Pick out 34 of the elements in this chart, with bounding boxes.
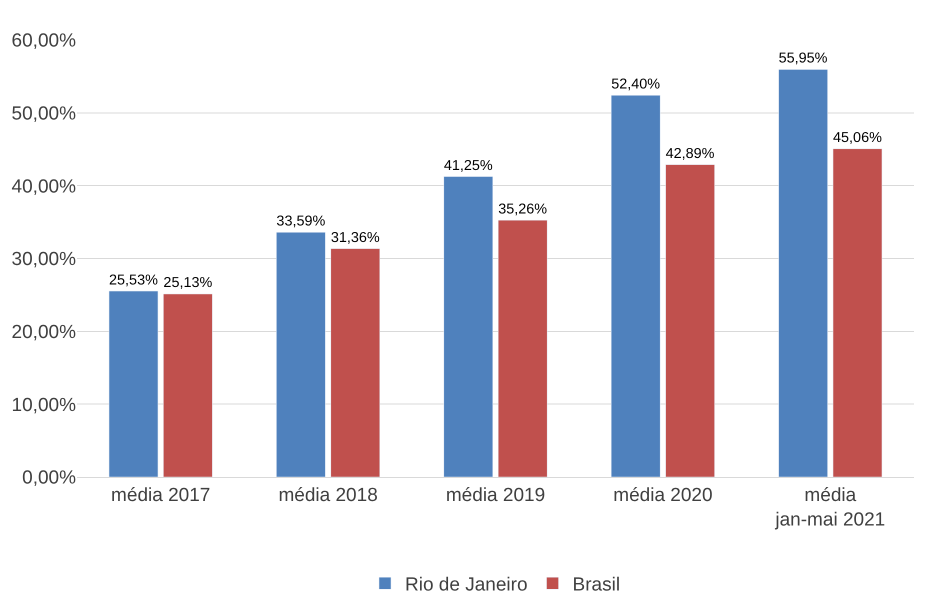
bar <box>832 148 882 477</box>
data-label: 33,59% <box>276 214 326 230</box>
legend-label: Rio de Janeiro <box>405 574 528 596</box>
data-label: 25,53% <box>109 272 158 288</box>
x-tick-label: média jan-mai 2021 <box>774 484 886 530</box>
y-tick-label: 50,00% <box>12 103 76 124</box>
bar <box>330 248 380 477</box>
bar <box>610 95 660 477</box>
data-label: 31,36% <box>330 230 380 246</box>
y-tick-label: 40,00% <box>12 176 76 198</box>
x-tick-label: média 2019 <box>446 484 546 506</box>
x-tick-label: média 2018 <box>278 484 378 506</box>
y-tick-label: 60,00% <box>12 30 76 52</box>
y-tick-label: 10,00% <box>12 394 76 416</box>
data-label: 41,25% <box>444 158 493 174</box>
data-label: 35,26% <box>498 201 548 218</box>
y-tick-label: 0,00% <box>22 468 76 489</box>
legend-label: Brasil <box>572 574 620 596</box>
data-label: 45,06% <box>833 130 882 146</box>
x-tick-label: média 2017 <box>111 484 210 506</box>
y-tick-label: 30,00% <box>12 249 76 270</box>
bar <box>498 220 548 477</box>
data-label: 25,13% <box>163 275 212 292</box>
bar <box>665 164 715 477</box>
bar <box>163 294 213 477</box>
bar <box>444 176 494 477</box>
bar <box>778 69 828 477</box>
bar <box>108 290 158 477</box>
bar <box>276 232 326 477</box>
y-tick-label: 20,00% <box>12 322 76 343</box>
data-label: 55,95% <box>778 50 828 67</box>
data-label: 42,89% <box>666 146 715 162</box>
data-label: 52,40% <box>611 76 660 93</box>
x-tick-label: média 2020 <box>613 484 713 506</box>
